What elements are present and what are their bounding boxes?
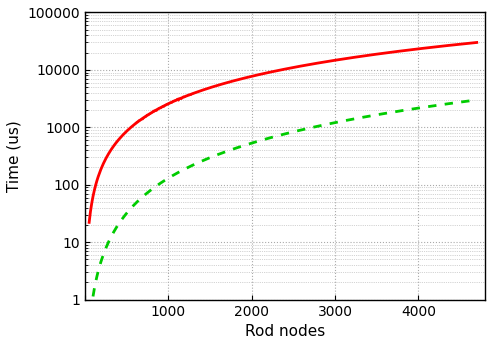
Y-axis label: Time (us): Time (us): [7, 120, 22, 192]
X-axis label: Rod nodes: Rod nodes: [245, 324, 325, 339]
